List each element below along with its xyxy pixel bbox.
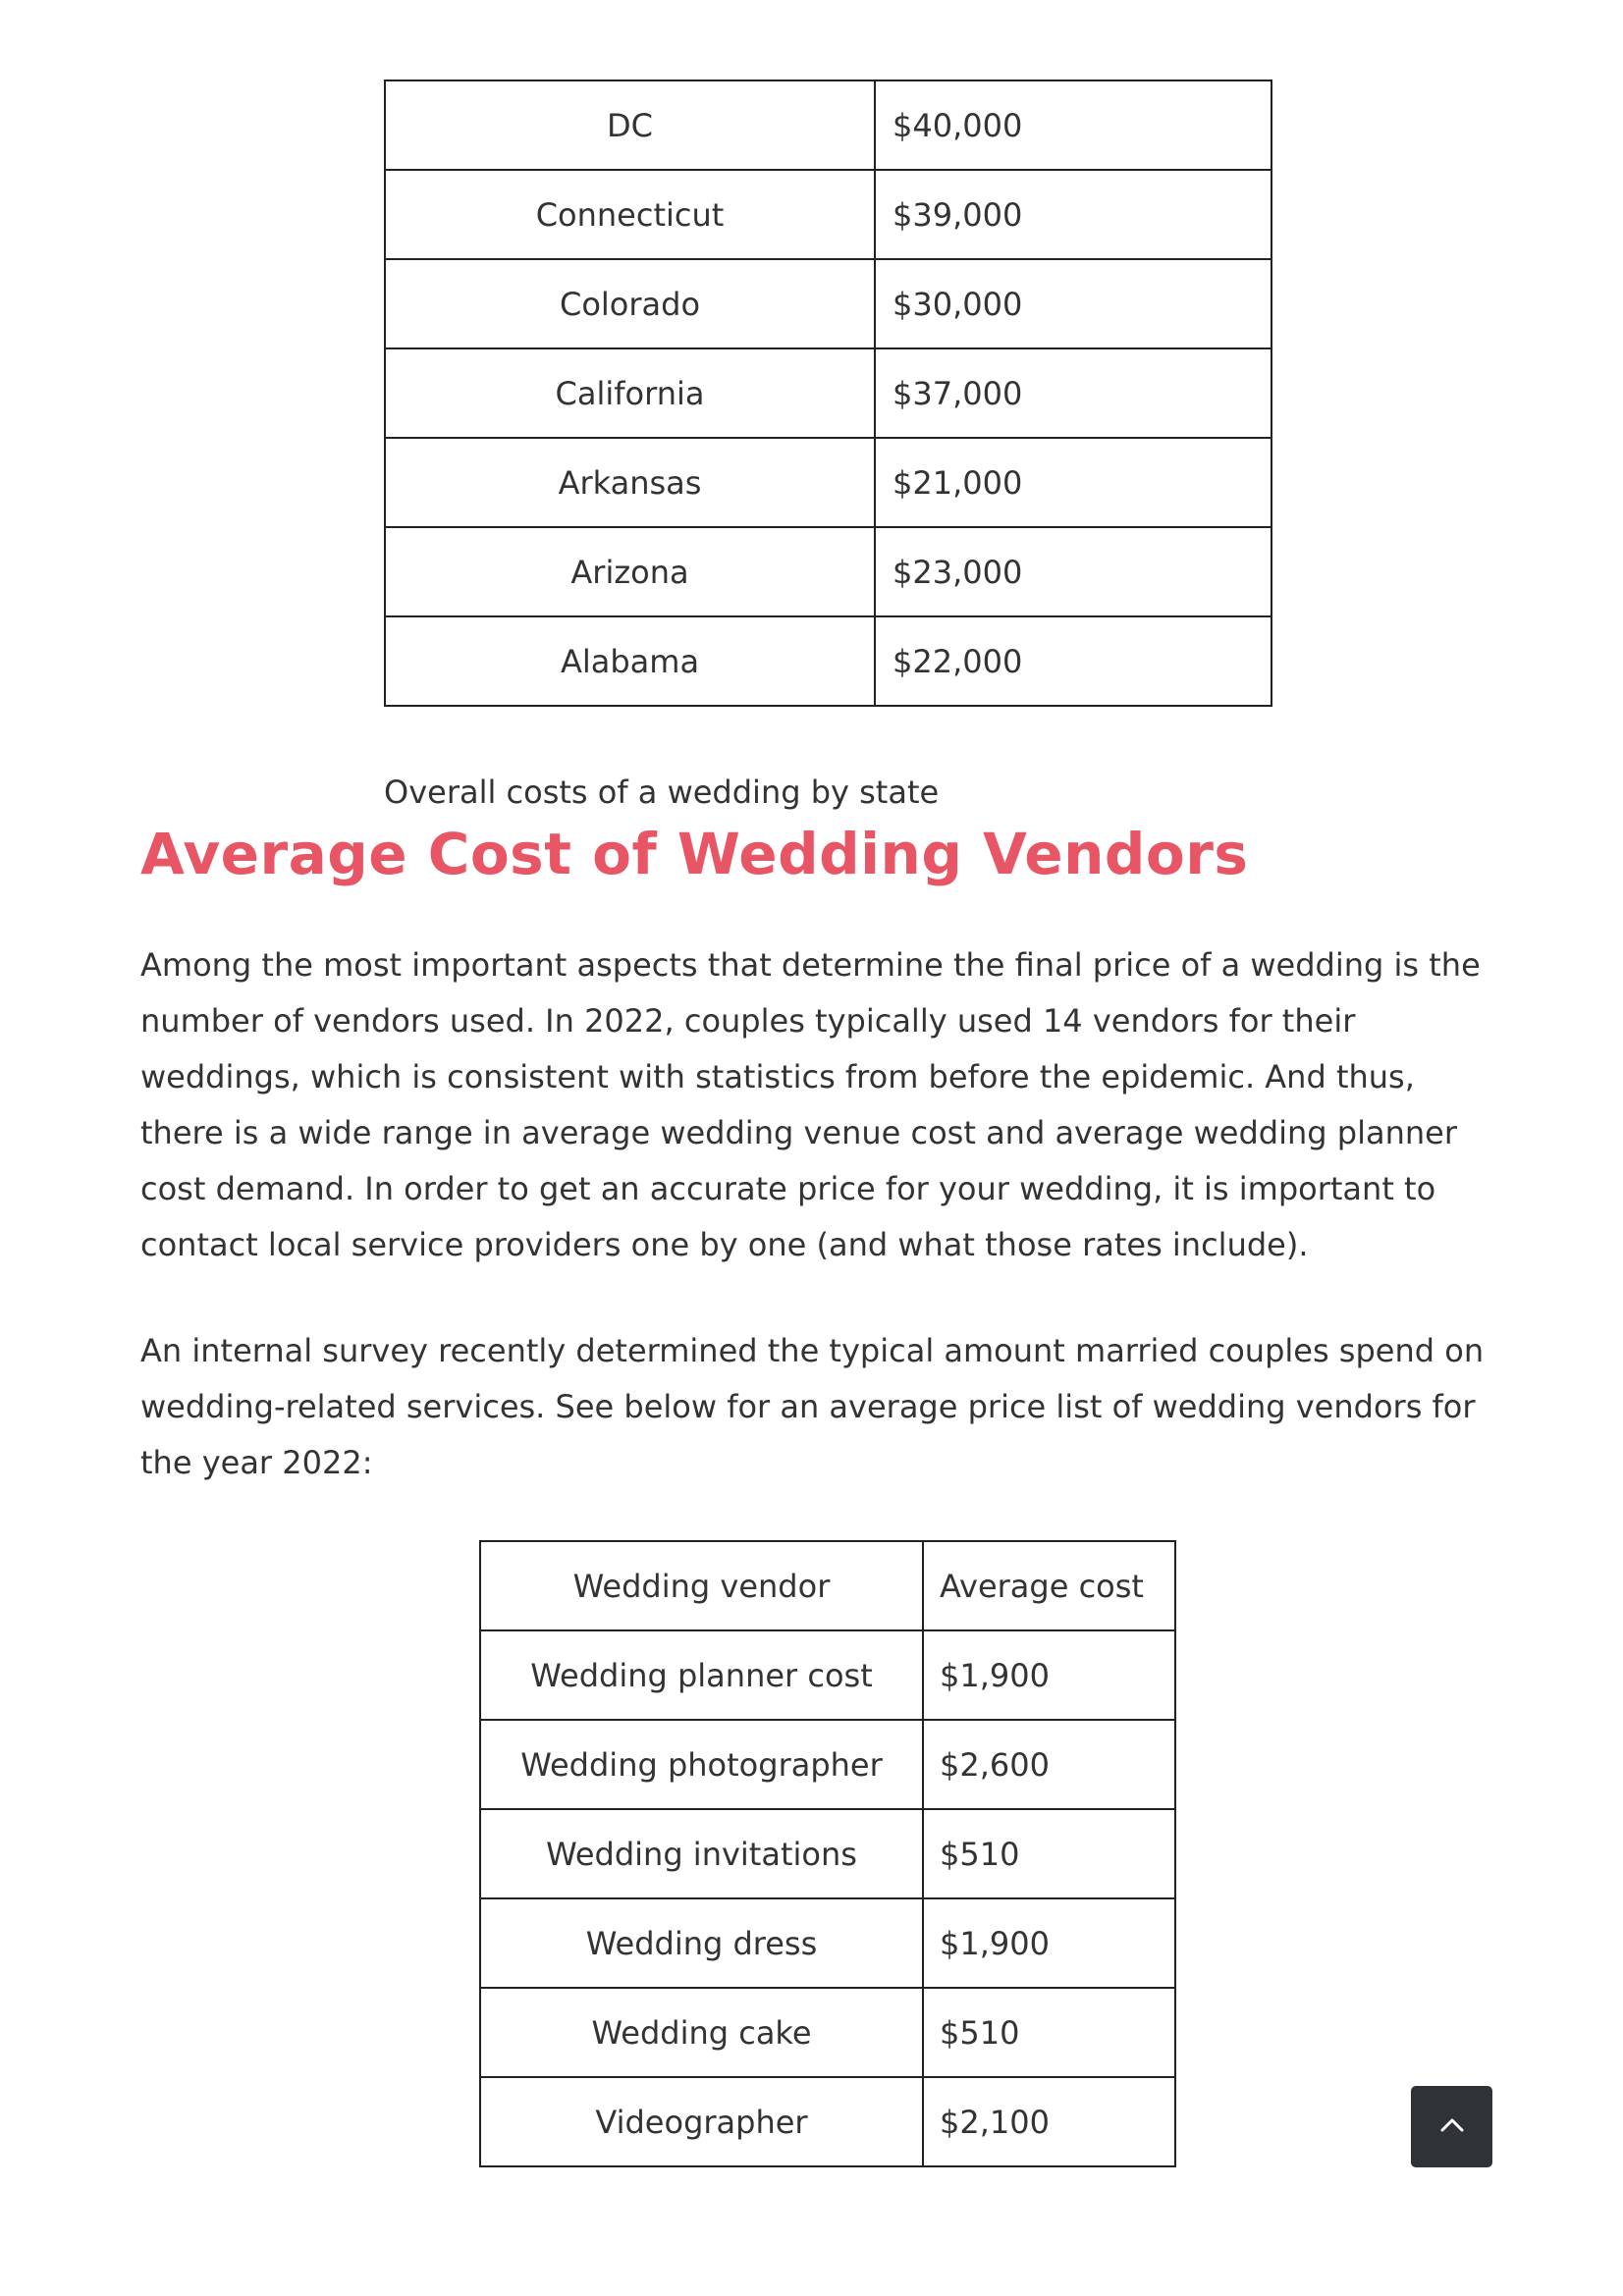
cost-cell: $22,000 xyxy=(874,615,1272,707)
cost-cell: $1,900 xyxy=(922,1897,1176,1989)
body-paragraph: Among the most important aspects that de… xyxy=(140,946,1481,1263)
cost-cell: $1,900 xyxy=(922,1629,1176,1721)
table-row: Colorado $30,000 xyxy=(384,258,1272,349)
cost-cell: $510 xyxy=(922,1808,1176,1899)
vendor-cell: Videographer xyxy=(479,2076,924,2167)
state-cell: Connecticut xyxy=(384,169,876,260)
table-row: Arizona $23,000 xyxy=(384,526,1272,617)
table-row: Connecticut $39,000 xyxy=(384,169,1272,260)
table-row: Alabama $22,000 xyxy=(384,615,1272,707)
table-row: Videographer $2,100 xyxy=(479,2076,1176,2167)
state-cell: Arkansas xyxy=(384,437,876,528)
state-cost-table: DC $40,000 Connecticut $39,000 Colorado … xyxy=(384,80,1272,707)
vendor-cost-table: Wedding vendor Average cost Wedding plan… xyxy=(479,1540,1176,2167)
table-row: Wedding dress $1,900 xyxy=(479,1897,1176,1989)
cost-cell: $39,000 xyxy=(874,169,1272,260)
table-row: DC $40,000 xyxy=(384,80,1272,171)
body-paragraph: An internal survey recently determined t… xyxy=(140,1332,1485,1481)
scroll-to-top-button[interactable] xyxy=(1411,2086,1492,2167)
table-row: Wedding invitations $510 xyxy=(479,1808,1176,1899)
cost-cell: $37,000 xyxy=(874,347,1272,439)
table-row: Wedding cake $510 xyxy=(479,1987,1176,2078)
cost-cell: $2,100 xyxy=(922,2076,1176,2167)
table-row: Wedding planner cost $1,900 xyxy=(479,1629,1176,1721)
table-row: Wedding photographer $2,600 xyxy=(479,1719,1176,1810)
state-cell: Colorado xyxy=(384,258,876,349)
vendor-cell: Wedding dress xyxy=(479,1897,924,1989)
chevron-up-icon xyxy=(1437,2115,1467,2139)
cost-cell: $510 xyxy=(922,1987,1176,2078)
table-row: Arkansas $21,000 xyxy=(384,437,1272,528)
section-heading: Average Cost of Wedding Vendors xyxy=(140,821,1249,887)
table-row: California $37,000 xyxy=(384,347,1272,439)
vendor-cell: Wedding planner cost xyxy=(479,1629,924,1721)
cost-cell: $2,600 xyxy=(922,1719,1176,1810)
state-cell: DC xyxy=(384,80,876,171)
state-cell: California xyxy=(384,347,876,439)
cost-cell: $21,000 xyxy=(874,437,1272,528)
state-cell: Alabama xyxy=(384,615,876,707)
table-header-row: Wedding vendor Average cost xyxy=(479,1540,1176,1631)
vendor-cell: Wedding cake xyxy=(479,1987,924,2078)
column-header-vendor: Wedding vendor xyxy=(479,1540,924,1631)
state-cell: Arizona xyxy=(384,526,876,617)
cost-cell: $30,000 xyxy=(874,258,1272,349)
column-header-cost: Average cost xyxy=(922,1540,1176,1631)
vendor-cell: Wedding invitations xyxy=(479,1808,924,1899)
table-caption: Overall costs of a wedding by state xyxy=(384,774,940,811)
vendor-cell: Wedding photographer xyxy=(479,1719,924,1810)
cost-cell: $40,000 xyxy=(874,80,1272,171)
cost-cell: $23,000 xyxy=(874,526,1272,617)
